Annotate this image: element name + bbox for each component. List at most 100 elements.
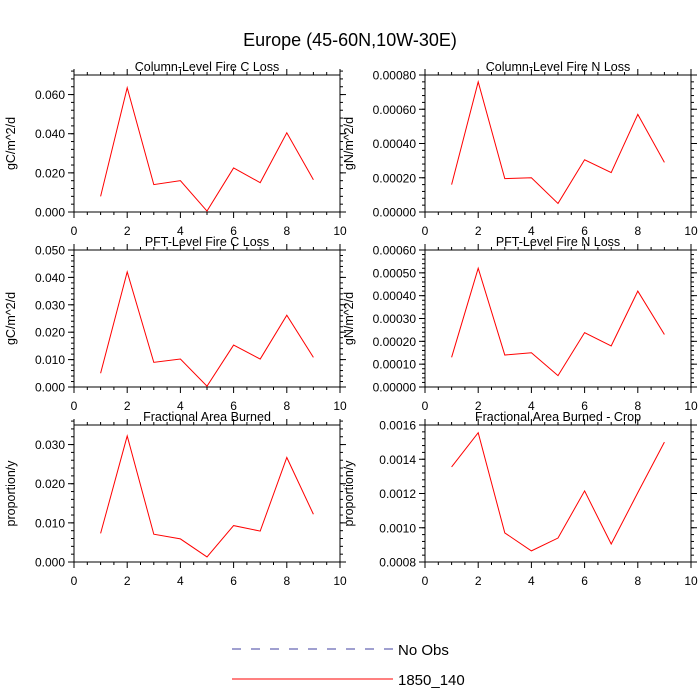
plot-frame [424, 74, 692, 213]
y-tick-label: 0.00030 [373, 312, 417, 326]
y-tick-label: 0.020 [35, 166, 65, 180]
x-tick-label: 4 [528, 224, 535, 238]
y-tick-label: 0.0010 [379, 521, 416, 535]
series-line [100, 434, 314, 558]
legend: No Obs 1850_140 [232, 642, 465, 689]
y-tick-label: 0.040 [35, 127, 65, 141]
y-tick-label: 0.030 [35, 438, 65, 452]
x-tick-label: 8 [634, 574, 641, 588]
y-tick-label: 0.00080 [373, 69, 417, 83]
x-tick-label: 0 [71, 224, 78, 238]
y-tick-label: 0.00020 [373, 171, 417, 185]
x-tick-label: 6 [581, 399, 588, 413]
x-tick-label: 8 [283, 224, 290, 238]
panel-title: Column-Level Fire C Loss [135, 60, 280, 74]
series-line [100, 85, 314, 212]
x-tick-label: 10 [684, 574, 698, 588]
x-tick-label: 2 [475, 574, 482, 588]
y-tick-label: 0.00010 [373, 358, 417, 372]
x-tick-label: 2 [124, 574, 131, 588]
plot-frame [424, 249, 692, 388]
y-tick-label: 0.00050 [373, 266, 417, 280]
x-tick-label: 4 [177, 399, 184, 413]
series-line [451, 266, 665, 377]
series-line [100, 270, 314, 387]
x-tick-label: 0 [422, 399, 429, 413]
y-tick-label: 0.000 [35, 381, 65, 395]
y-tick-label: 0.060 [35, 88, 65, 102]
y-tick-label: 0.0012 [379, 487, 416, 501]
y-tick-label: 0.050 [35, 244, 65, 258]
panel-title: Fractional Area Burned [143, 410, 271, 424]
panel-title: PFT-Level Fire N Loss [496, 235, 620, 249]
x-tick-label: 4 [177, 574, 184, 588]
panel-grid: Column-Level Fire C Loss 0 2 4 6 8 10 0.000 0.02… [4, 60, 698, 588]
y-axis-label: gC/m^2/d [4, 292, 18, 345]
y-tick-label: 0.020 [35, 326, 65, 340]
plot-frame [73, 424, 341, 563]
x-tick-label: 6 [230, 399, 237, 413]
y-axis-label: proportion/y [4, 460, 18, 527]
y-tick-label: 0.020 [35, 477, 65, 491]
x-tick-label: 10 [684, 399, 698, 413]
chart-panel: Fractional Area Burned - Crop 0 2 4 6 8 10 0.00… [342, 410, 698, 588]
y-tick-label: 0.000 [35, 556, 65, 570]
x-tick-label: 4 [528, 399, 535, 413]
plot-frame [73, 249, 341, 388]
series-line [451, 431, 665, 552]
x-tick-label: 2 [124, 224, 131, 238]
x-tick-label: 4 [177, 224, 184, 238]
y-tick-label: 0.010 [35, 516, 65, 530]
x-tick-label: 6 [581, 574, 588, 588]
panel-title: PFT-Level Fire C Loss [145, 235, 269, 249]
x-tick-label: 10 [333, 574, 347, 588]
panel-title: Fractional Area Burned - Crop [475, 410, 641, 424]
y-tick-label: 0.0016 [379, 419, 416, 433]
chart-panel: PFT-Level Fire N Loss 0 2 4 6 8 10 0.00000 0.000… [342, 235, 698, 413]
y-tick-label: 0.00000 [373, 206, 417, 220]
y-tick-label: 0.0014 [379, 453, 416, 467]
x-tick-label: 10 [333, 224, 347, 238]
y-tick-label: 0.040 [35, 271, 65, 285]
chart-panel: PFT-Level Fire C Loss 0 2 4 6 8 10 0.000 0.010 0.… [4, 235, 347, 413]
x-tick-label: 6 [581, 224, 588, 238]
y-axis-label: proportion/y [342, 460, 356, 527]
x-tick-label: 10 [684, 224, 698, 238]
x-tick-label: 0 [71, 574, 78, 588]
x-tick-label: 10 [333, 399, 347, 413]
y-axis-label: gN/m^2/d [342, 292, 356, 345]
x-tick-label: 2 [475, 399, 482, 413]
x-tick-label: 0 [71, 399, 78, 413]
x-tick-label: 8 [283, 399, 290, 413]
x-tick-label: 6 [230, 574, 237, 588]
figure-title: Europe (45-60N,10W-30E) [243, 30, 457, 50]
y-tick-label: 0.00040 [373, 137, 417, 151]
plot-frame [424, 424, 692, 563]
x-tick-label: 2 [475, 224, 482, 238]
x-tick-label: 8 [634, 399, 641, 413]
legend-label-1850-140: 1850_140 [398, 672, 465, 689]
y-tick-label: 0.00000 [373, 381, 417, 395]
y-tick-label: 0.00060 [373, 244, 417, 258]
x-tick-label: 4 [528, 574, 535, 588]
legend-label-no-obs: No Obs [398, 642, 449, 659]
y-tick-label: 0.010 [35, 353, 65, 367]
y-tick-label: 0.000 [35, 206, 65, 220]
panel-title: Column-Level Fire N Loss [486, 60, 631, 74]
chart-panel: Column-Level Fire N Loss 0 2 4 6 8 10 0.00000 0.… [342, 60, 698, 238]
y-tick-label: 0.0008 [379, 556, 416, 570]
y-axis-label: gN/m^2/d [342, 117, 356, 170]
y-tick-label: 0.00060 [373, 103, 417, 117]
x-tick-label: 6 [230, 224, 237, 238]
y-tick-label: 0.00020 [373, 335, 417, 349]
chart-panel: Fractional Area Burned 0 2 4 6 8 10 0.000 0.010 0… [4, 410, 347, 588]
x-tick-label: 0 [422, 574, 429, 588]
series-line [451, 79, 665, 205]
y-tick-label: 0.00040 [373, 289, 417, 303]
y-axis-label: gC/m^2/d [4, 117, 18, 170]
x-tick-label: 0 [422, 224, 429, 238]
x-tick-label: 8 [634, 224, 641, 238]
x-tick-label: 8 [283, 574, 290, 588]
x-tick-label: 2 [124, 399, 131, 413]
